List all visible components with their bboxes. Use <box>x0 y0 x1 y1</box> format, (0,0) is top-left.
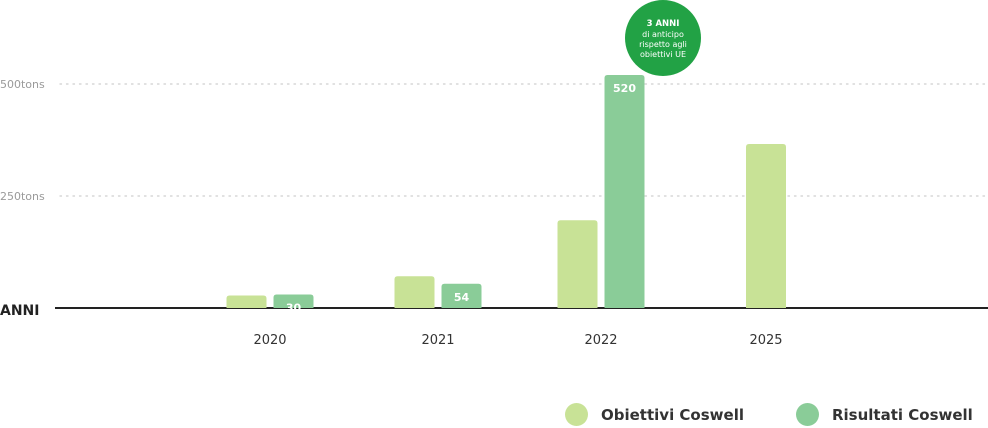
legend-label-obiettivi: Obiettivi Coswell <box>601 405 744 424</box>
annotation-line-3: obiettivi UE <box>640 50 686 59</box>
bar-obiettivi-2020 <box>226 295 267 308</box>
legend-swatch-obiettivi <box>565 403 588 426</box>
annotation-line-2: rispetto agli <box>639 40 687 49</box>
bar-value-label-2022: 520 <box>613 82 636 95</box>
annotation-badge <box>625 0 701 76</box>
x-tick-label-2025: 2025 <box>749 333 782 348</box>
x-tick-label-2021: 2021 <box>421 333 454 348</box>
bar-risultati-2022 <box>604 75 645 308</box>
legend-swatch-risultati <box>795 403 819 426</box>
y-tick-label-250: 250tons <box>0 190 45 203</box>
legend-item-risultati: Risultati Coswell <box>795 403 973 426</box>
bar-risultati-2020 <box>273 294 314 308</box>
bar-value-label-2021: 54 <box>454 291 470 304</box>
annotation-line-1: di anticipo <box>642 30 684 39</box>
bar-obiettivi-2025 <box>746 144 786 308</box>
bar-obiettivi-2022 <box>557 220 598 308</box>
bar-value-label-2020: 30 <box>286 302 302 315</box>
bar-risultati-2021 <box>441 283 482 308</box>
x-axis-title: ANNI <box>0 303 39 319</box>
legend-item-obiettivi: Obiettivi Coswell <box>565 403 744 426</box>
bar-chart: 250tons 500tons ANNI 30 2020 54 2021 520 2022 202… <box>0 0 988 348</box>
legend-label-risultati: Risultati Coswell <box>831 405 973 424</box>
x-tick-label-2020: 2020 <box>253 333 286 348</box>
annotation-title: 3 ANNI <box>647 19 680 29</box>
bar-obiettivi-2021 <box>394 276 435 308</box>
x-tick-label-2022: 2022 <box>584 333 617 348</box>
legend: Obiettivi Coswell Risultati Coswell <box>565 403 973 426</box>
y-tick-label-500: 500tons <box>0 78 45 91</box>
